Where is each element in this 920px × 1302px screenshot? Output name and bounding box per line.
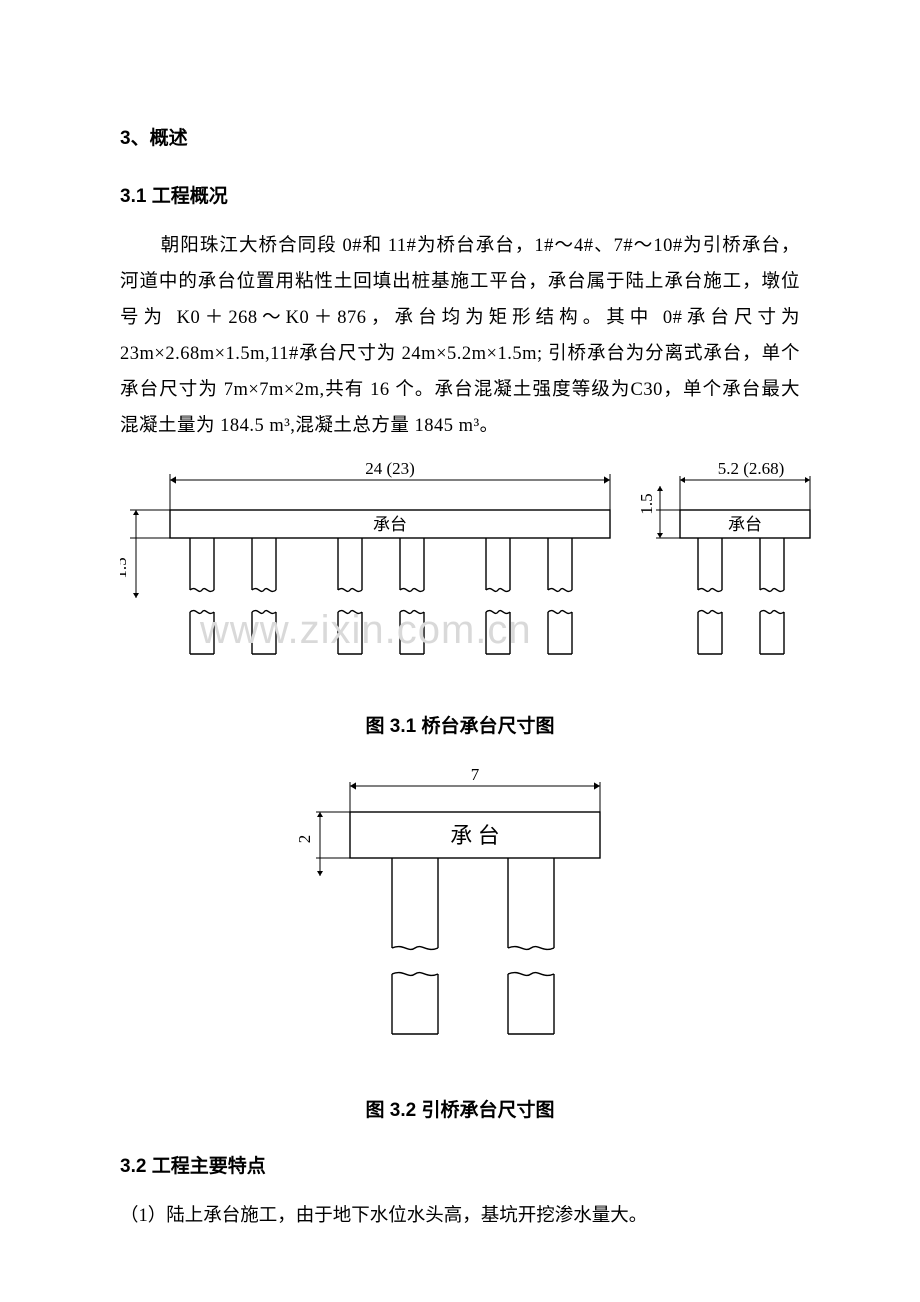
section-3-2-item-1: （1）陆上承台施工，由于地下水位水头高，基坑开挖渗水量大。 <box>120 1198 800 1235</box>
figure-3-2-svg: 承 台 7 2 <box>280 764 640 1064</box>
svg-text:1.5: 1.5 <box>637 494 656 515</box>
figure-3-1-svg: 承台 24 (23) 1.5 承台 1.5 5.2 (2.68) <box>120 450 820 680</box>
svg-text:承 台: 承 台 <box>450 823 500 848</box>
figure-3-1: www.zixin.com.cn 承台24 (23)1.5承台1.55.2 (2… <box>120 450 800 694</box>
section-3-2-title: 3.2 工程主要特点 <box>120 1148 800 1186</box>
svg-text:1.5: 1.5 <box>120 558 130 579</box>
svg-text:5.2 (2.68): 5.2 (2.68) <box>718 459 785 478</box>
figure-3-2: 承 台 7 2 <box>120 764 800 1078</box>
svg-text:7: 7 <box>471 765 480 784</box>
section-3-1-title: 3.1 工程概况 <box>120 178 800 216</box>
document-page: 3、概述 3.1 工程概况 朝阳珠江大桥合同段 0#和 11#为桥台承台，1#～… <box>0 0 920 1295</box>
svg-text:24 (23): 24 (23) <box>365 459 415 478</box>
section-3-title: 3、概述 <box>120 120 800 158</box>
figure-3-1-caption: 图 3.1 桥台承台尺寸图 <box>120 708 800 746</box>
figure-3-2-caption: 图 3.2 引桥承台尺寸图 <box>120 1092 800 1130</box>
svg-text:承台: 承台 <box>373 515 407 534</box>
svg-text:承台: 承台 <box>728 515 762 534</box>
svg-text:2: 2 <box>295 835 314 844</box>
section-3-1-paragraph: 朝阳珠江大桥合同段 0#和 11#为桥台承台，1#～4#、7#～10#为引桥承台… <box>120 228 800 444</box>
